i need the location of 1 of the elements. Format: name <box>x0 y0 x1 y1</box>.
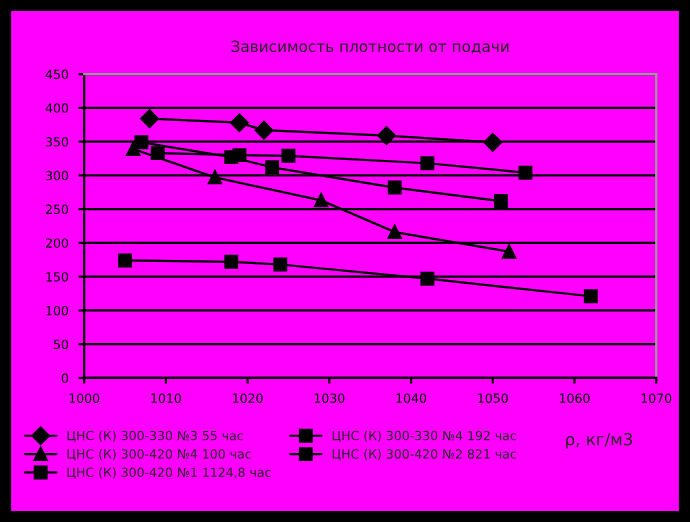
x-axis-title: ρ, кг/м3 <box>566 432 633 449</box>
